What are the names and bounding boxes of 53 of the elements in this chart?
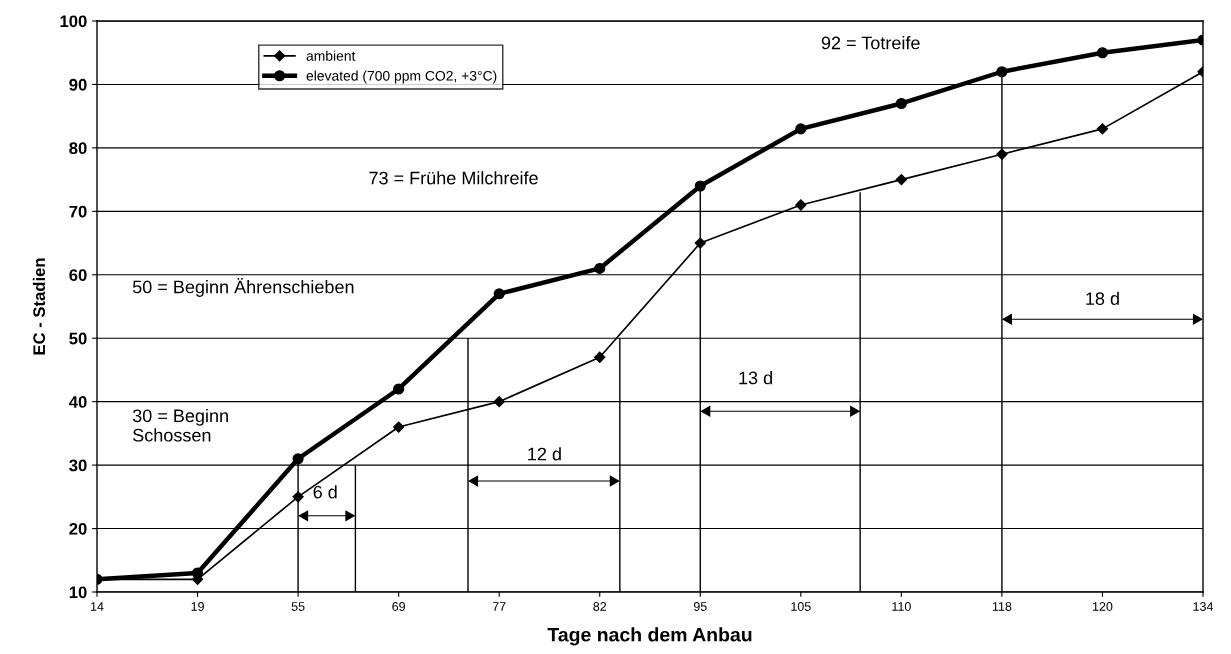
annotation: 18 d bbox=[1086, 291, 1119, 305]
point bbox=[594, 262, 606, 274]
y-axis-title: EC - Stadien bbox=[32, 258, 46, 355]
annotation: 12 d bbox=[528, 447, 561, 461]
y-tick-label: 30 bbox=[69, 459, 87, 472]
x-tick-label: 55 bbox=[291, 602, 305, 611]
x-axis-title: Tage nach dem Anbau bbox=[547, 627, 752, 646]
annotation: 6 d bbox=[313, 485, 337, 499]
point bbox=[393, 421, 405, 433]
point bbox=[393, 383, 405, 395]
y-tick-label: 10 bbox=[69, 586, 87, 599]
y-tick-label: 90 bbox=[69, 78, 87, 91]
point bbox=[895, 174, 907, 186]
annotation: 30 = Beginn Schossen bbox=[132, 408, 228, 442]
point bbox=[1096, 47, 1109, 59]
x-tick-label: 69 bbox=[392, 602, 405, 611]
y-tick-label: 80 bbox=[69, 142, 87, 155]
point bbox=[493, 396, 505, 408]
x-tick-label: 82 bbox=[593, 602, 607, 611]
x-tick-label: 120 bbox=[1092, 602, 1113, 611]
point bbox=[795, 123, 807, 135]
annotation: 73 = Frühe Milchreife bbox=[369, 171, 538, 185]
y-tick-label: 70 bbox=[69, 205, 87, 218]
point bbox=[996, 148, 1008, 160]
x-tick-label: 19 bbox=[191, 602, 204, 611]
y-tick-label: 20 bbox=[69, 522, 87, 535]
annotation: 92 = Totreife bbox=[821, 36, 920, 50]
legend-label: elevated (700 ppm CO2, +3°C) bbox=[306, 70, 497, 84]
point bbox=[191, 567, 204, 579]
x-tick-label: 134 bbox=[1193, 602, 1214, 611]
x-tick-label: 110 bbox=[892, 602, 911, 611]
annotation: 50 = Beginn Ährenschieben bbox=[132, 278, 354, 297]
annotation: 13 d bbox=[739, 371, 772, 385]
point bbox=[594, 351, 606, 363]
y-tick-label: 60 bbox=[69, 269, 87, 281]
y-tick-label: 40 bbox=[68, 396, 87, 408]
point bbox=[795, 199, 807, 211]
point bbox=[292, 491, 304, 503]
x-tick-label: 105 bbox=[791, 602, 811, 611]
y-tick-label: 100 bbox=[60, 15, 87, 28]
point bbox=[694, 237, 706, 249]
point bbox=[292, 453, 304, 465]
point bbox=[694, 180, 706, 192]
x-tick-label: 77 bbox=[492, 602, 506, 611]
y-tick-label: 50 bbox=[69, 332, 87, 345]
point bbox=[895, 97, 907, 110]
point bbox=[1096, 123, 1109, 135]
x-tick-label: 95 bbox=[693, 602, 707, 611]
x-tick-label: 118 bbox=[992, 602, 1012, 611]
point bbox=[493, 288, 505, 300]
x-tick-label: 14 bbox=[91, 602, 104, 611]
legend-label: ambient bbox=[306, 50, 356, 61]
point bbox=[996, 66, 1008, 78]
